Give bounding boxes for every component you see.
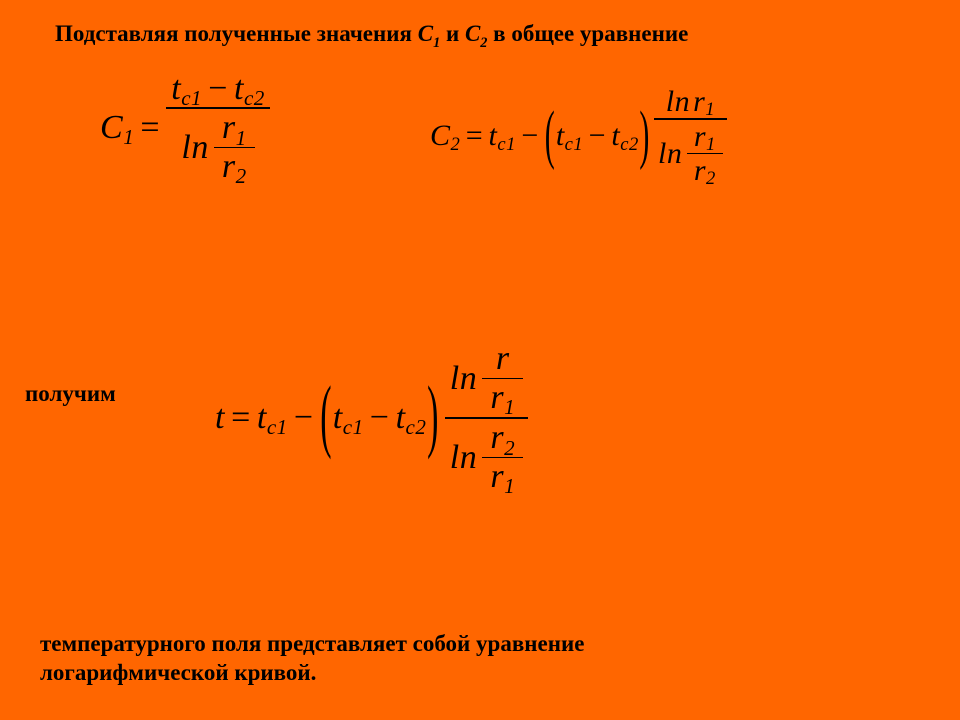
intro-prefix: Подставляя полученные значения — [55, 21, 418, 46]
t-right-frac: ln r r1 ln r2 — [445, 340, 529, 496]
t-rden-r2-r: r — [490, 420, 504, 456]
c2-sub2: 2 — [451, 134, 461, 156]
intro-C2-sub: 2 — [480, 35, 487, 51]
t-rden-r2: r2 — [485, 420, 520, 457]
intro-text: Подставляя полученные значения С1 и С2 в… — [55, 20, 688, 49]
t-rden-r1-r: r — [490, 459, 504, 495]
c2-tc2-sub: c2 — [620, 134, 639, 156]
t-t: t — [215, 399, 225, 437]
equation-t: t = tc1 − ( tc1 − tc2 ) ln r r1 — [215, 340, 528, 496]
c2-rden-frac: r1 r2 — [687, 120, 723, 187]
c1-r2-r: r — [222, 149, 236, 185]
c2-rden-r1-r: r — [694, 121, 706, 153]
equation-c2: C2 = tc1 − ( tc1 − tc2 ) ln r1 ln r1 — [430, 85, 727, 188]
c1-tc2-sub: c2 — [244, 87, 265, 109]
c2-rden: ln r1 r2 — [654, 120, 728, 188]
t-minus2: − — [364, 399, 396, 437]
t-tc1b-t: t — [333, 399, 343, 437]
c2-ln-top: ln — [666, 86, 690, 118]
c1-r1: r1 — [217, 110, 252, 147]
c1-eq: = — [134, 109, 166, 147]
c1-num: tc1 − tc2 — [166, 70, 270, 107]
c2-tc1-sub: c1 — [497, 134, 516, 156]
c2-rnum: ln r1 — [661, 85, 719, 118]
c2-right-frac: ln r1 ln r1 r2 — [654, 85, 728, 188]
c1-tc2-t: t — [234, 71, 244, 107]
t-minus1: − — [288, 399, 320, 437]
c1-r1-r: r — [222, 110, 236, 146]
c1-tc1-t: t — [171, 71, 181, 107]
c1-main-frac: tc1 − tc2 ln r1 r2 — [166, 70, 270, 186]
c2-rden-r2-r: r — [694, 155, 706, 187]
mid-text: получим — [25, 380, 116, 409]
t-tc1-t: t — [257, 399, 267, 437]
c1-ln: ln — [181, 130, 208, 166]
equation-c1: C1 = tc1 − tc2 ln r1 r2 — [100, 70, 270, 186]
c2-minus1: − — [516, 119, 544, 153]
bottom-text: температурного поля представляет собой у… — [40, 630, 740, 688]
t-lparen: ( — [320, 372, 333, 463]
intro-and: и — [440, 21, 465, 46]
c1-den: ln r1 r2 — [176, 109, 260, 186]
intro-C1-sym: С — [418, 21, 433, 46]
t-rnum-r1-r: r — [490, 380, 504, 416]
c1-sub1: 1 — [123, 125, 134, 150]
t-rnum: ln r r1 — [445, 340, 529, 417]
c1-minus: − — [202, 71, 234, 107]
t-rnum-r1: r1 — [485, 379, 520, 416]
intro-suffix: в общее уравнение — [487, 21, 688, 46]
c2-rden-r1-sub: 1 — [706, 135, 716, 155]
t-rparen: ) — [426, 372, 439, 463]
t-rnum-frac: r r1 — [482, 341, 523, 417]
t-ln-bot: ln — [450, 440, 477, 476]
c2-ln-bot: ln — [658, 138, 682, 170]
t-rden: ln r2 r1 — [445, 419, 529, 496]
c1-r2-sub: 2 — [236, 165, 247, 187]
t-eq: = — [225, 399, 257, 437]
c2-eq: = — [460, 119, 488, 153]
c1-r-frac: r1 r2 — [214, 110, 255, 186]
t-tc2-t: t — [396, 399, 406, 437]
c2-lparen: ( — [544, 99, 556, 174]
t-rden-frac: r2 r1 — [482, 420, 523, 496]
intro-C2-sym: С — [465, 21, 480, 46]
t-rnum-r: r — [491, 341, 515, 378]
t-tc1b-sub: c1 — [343, 415, 364, 440]
c1-tc1-sub: c1 — [181, 87, 202, 109]
c2-r1-top-r: r — [693, 86, 705, 118]
c2-minus2: − — [583, 119, 611, 153]
c2-rden-r2-sub: 2 — [706, 169, 716, 189]
c2-tc2-t: t — [611, 119, 620, 153]
c1-C: C — [100, 109, 123, 147]
t-rden-r1-sub: 1 — [504, 475, 515, 497]
c2-tc1b-t: t — [556, 119, 565, 153]
intro-C1-sub: 1 — [433, 35, 440, 51]
t-rden-r2-sub: 2 — [504, 437, 515, 459]
t-tc1-sub: c1 — [267, 415, 288, 440]
c2-rden-r2: r2 — [689, 154, 720, 187]
c2-rparen: ) — [639, 99, 651, 174]
c2-C: C — [430, 119, 451, 153]
t-ln-top: ln — [450, 361, 477, 397]
c1-r2: r2 — [217, 148, 252, 185]
t-rnum-r-r: r — [496, 341, 510, 377]
c1-r1-sub: 1 — [236, 127, 247, 149]
t-rnum-r1-sub: 1 — [504, 396, 515, 418]
c2-tc1-t: t — [489, 119, 498, 153]
t-rden-r1: r1 — [485, 458, 520, 495]
c2-r1-top-sub: 1 — [705, 100, 715, 120]
c2-rden-r1: r1 — [689, 120, 720, 153]
t-tc2-sub: c2 — [406, 415, 427, 440]
c2-tc1b-sub: c1 — [565, 134, 584, 156]
